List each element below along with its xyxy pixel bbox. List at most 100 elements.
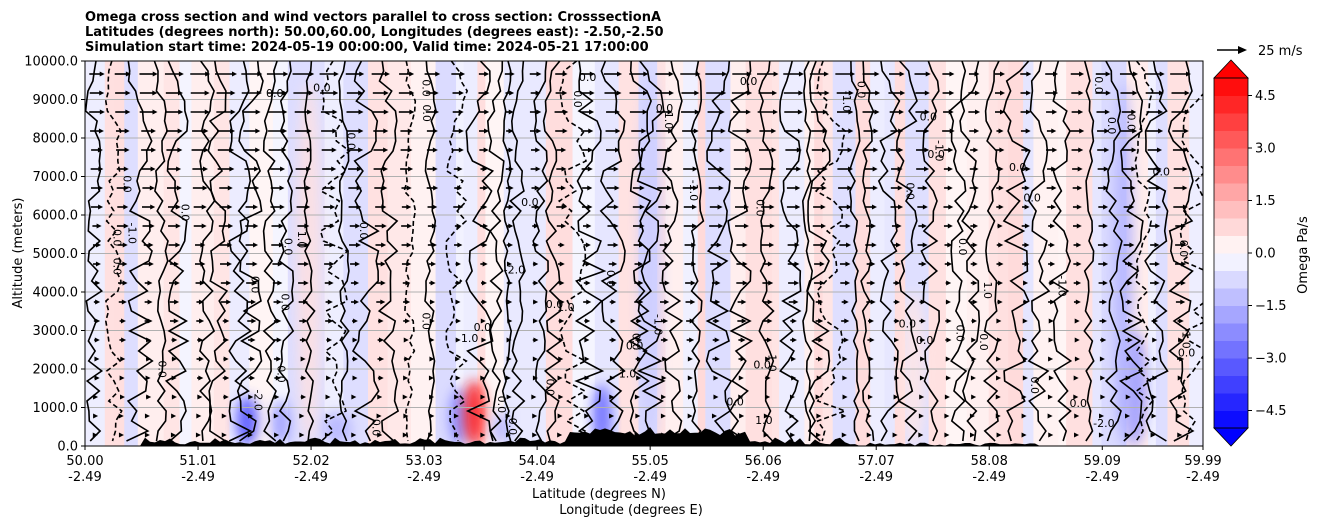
wind-vector: [346, 128, 364, 134]
wind-vector: [300, 356, 306, 362]
contour-label: 0.0: [1178, 347, 1196, 360]
contour-label: 0.0: [656, 102, 674, 115]
wind-vector: [1023, 280, 1029, 286]
wind-vector: [505, 413, 511, 419]
wind-vector: [297, 261, 310, 267]
wind-vector: [842, 356, 848, 362]
wind-vector: [349, 242, 361, 248]
contour-label: 0.0: [740, 75, 758, 88]
wind-vector: [842, 394, 848, 400]
wind-vector: [581, 128, 594, 134]
wind-vector: [92, 242, 102, 248]
wind-vector: [93, 280, 101, 286]
wind-vector: [555, 90, 568, 96]
wind-vector: [1120, 90, 1138, 96]
wind-vector: [1048, 356, 1054, 362]
wind-vector: [1022, 337, 1028, 343]
wind-vector: [248, 356, 256, 362]
wind-vector: [223, 394, 229, 400]
wind-vector: [681, 90, 700, 96]
wind-vector: [1152, 375, 1158, 381]
wind-vector: [634, 299, 644, 305]
wind-vector: [146, 394, 152, 400]
contour-label: 0.0: [753, 358, 771, 371]
contour-line: [377, 61, 400, 442]
contour-label: 0.0: [274, 365, 287, 383]
wind-vector: [1124, 432, 1130, 438]
wind-vector: [581, 204, 593, 210]
wind-vector: [298, 299, 309, 305]
contour-label: 1.0: [557, 301, 575, 314]
wind-vector: [629, 109, 648, 115]
wind-vector: [841, 299, 849, 305]
wind-vector: [346, 147, 364, 153]
wind-vector: [1177, 432, 1183, 438]
wind-vector: [868, 375, 874, 381]
wind-vector: [736, 242, 748, 248]
wind-vector: [219, 204, 233, 210]
wind-vector: [944, 242, 953, 248]
wind-vector: [1177, 356, 1185, 362]
wind-vector: [455, 318, 461, 324]
wind-vector: [813, 204, 826, 210]
wind-vector: [532, 432, 538, 438]
wind-vector: [1099, 318, 1107, 324]
wind-vector: [146, 337, 152, 343]
contour-label: 0.0: [579, 71, 597, 84]
wind-vector: [787, 242, 800, 248]
wind-vector: [243, 128, 261, 134]
wind-vector: [790, 337, 797, 343]
wind-vector: [683, 223, 698, 229]
wind-vector: [1047, 166, 1057, 172]
wind-vector: [631, 128, 647, 134]
contour-line: [848, 61, 861, 442]
wind-vector: [116, 185, 129, 191]
wind-vector: [914, 71, 931, 77]
wind-vector: [712, 318, 720, 324]
wind-vector: [970, 299, 978, 305]
wind-vector: [607, 242, 619, 248]
wind-vector: [736, 261, 748, 267]
x-tick-label-lat: 59.99: [1184, 454, 1221, 469]
wind-vector: [1151, 318, 1159, 324]
quiver-key: 25 m/s: [1217, 44, 1303, 59]
wind-vector: [375, 204, 387, 210]
wind-vector: [118, 261, 128, 267]
wind-vector: [376, 299, 386, 305]
wind-vector: [1022, 318, 1028, 324]
wind-vector: [816, 432, 822, 438]
wind-vector: [813, 280, 825, 286]
contour-label: 0.0: [419, 312, 432, 330]
wind-vector: [635, 413, 641, 419]
wind-vector: [1095, 90, 1111, 96]
wind-vector: [299, 413, 305, 419]
wind-vector: [371, 71, 390, 77]
contour-label: 1.0: [619, 367, 637, 380]
wind-vector: [427, 242, 437, 248]
wind-vector: [706, 90, 727, 96]
wind-vector: [372, 109, 389, 115]
omega-cell: [296, 80, 321, 446]
wind-vector: [1150, 242, 1160, 248]
colorbar-segment: [1214, 393, 1248, 411]
wind-vector: [171, 413, 177, 419]
wind-vector: [429, 318, 435, 324]
wind-vector: [1097, 185, 1109, 191]
wind-vector: [1073, 261, 1082, 267]
wind-vector: [248, 413, 254, 419]
wind-vector: [167, 185, 182, 191]
wind-vector: [506, 128, 514, 134]
contour-label: -1.0: [652, 314, 665, 335]
wind-vector: [942, 128, 955, 134]
wind-vector: [452, 128, 464, 134]
contour-line: [690, 61, 705, 442]
wind-vector: [531, 394, 537, 400]
wind-vector: [1021, 166, 1031, 172]
colorbar-segment: [1214, 305, 1248, 324]
wind-vector: [1148, 204, 1161, 210]
wind-vector: [786, 204, 801, 210]
wind-vector: [659, 223, 670, 229]
wind-vector: [219, 185, 233, 191]
y-tick-label: 9000.0: [33, 93, 79, 108]
wind-vector: [1095, 71, 1111, 77]
